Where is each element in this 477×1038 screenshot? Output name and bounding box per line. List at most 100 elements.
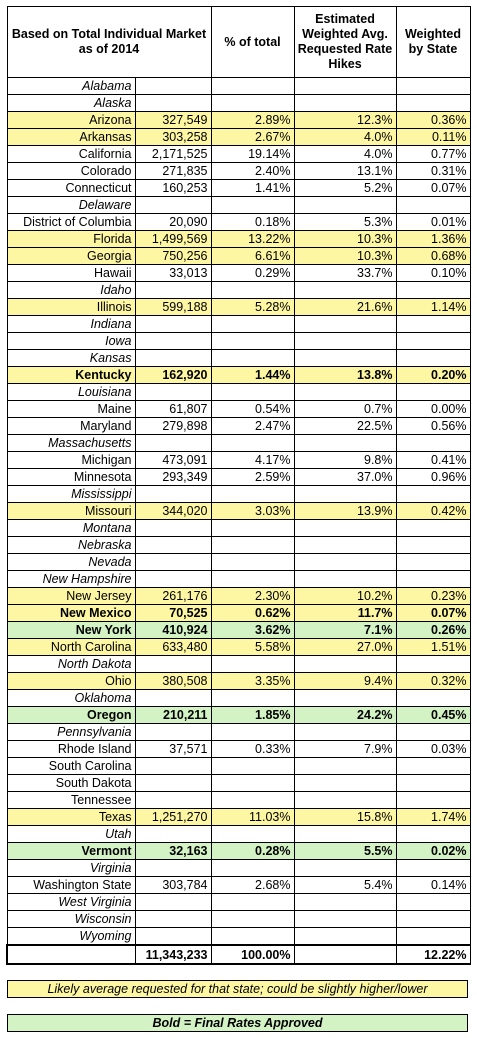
rate-hike-cell[interactable]: 5.3%: [293, 213, 397, 231]
pct-total-cell[interactable]: [210, 485, 295, 503]
weighted-state-cell[interactable]: 0.32%: [395, 672, 471, 690]
rate-hike-cell[interactable]: [293, 196, 397, 214]
rate-hike-cell[interactable]: 5.4%: [293, 876, 397, 894]
weighted-state-cell[interactable]: 0.11%: [395, 128, 471, 146]
market-cell[interactable]: 279,898: [134, 417, 212, 435]
weighted-state-cell[interactable]: 0.01%: [395, 213, 471, 231]
totals-market[interactable]: 11,343,233: [134, 944, 212, 965]
weighted-state-cell[interactable]: 0.07%: [395, 604, 471, 622]
state-cell[interactable]: Massachusetts: [6, 434, 136, 452]
rate-hike-cell[interactable]: 13.9%: [293, 502, 397, 520]
weighted-state-cell[interactable]: [395, 570, 471, 588]
pct-total-cell[interactable]: 2.68%: [210, 876, 295, 894]
header-weighted-avg[interactable]: Estimated Weighted Avg. Requested Rate H…: [293, 6, 397, 78]
state-cell[interactable]: District of Columbia: [6, 213, 136, 231]
market-cell[interactable]: 293,349: [134, 468, 212, 486]
market-cell[interactable]: [134, 485, 212, 503]
pct-total-cell[interactable]: [210, 910, 295, 928]
market-cell[interactable]: [134, 519, 212, 537]
weighted-state-cell[interactable]: [395, 77, 471, 95]
rate-hike-cell[interactable]: 7.9%: [293, 740, 397, 758]
weighted-state-cell[interactable]: [395, 927, 471, 946]
rate-hike-cell[interactable]: [293, 383, 397, 401]
pct-total-cell[interactable]: [210, 689, 295, 707]
totals-weighted[interactable]: 12.22%: [395, 944, 471, 965]
state-cell[interactable]: Florida: [6, 230, 136, 248]
state-cell[interactable]: Arkansas: [6, 128, 136, 146]
weighted-state-cell[interactable]: 0.02%: [395, 842, 471, 860]
pct-total-cell[interactable]: [210, 893, 295, 911]
weighted-state-cell[interactable]: 0.96%: [395, 468, 471, 486]
pct-total-cell[interactable]: 0.33%: [210, 740, 295, 758]
rate-hike-cell[interactable]: [293, 927, 397, 946]
state-cell[interactable]: Tennessee: [6, 791, 136, 809]
pct-total-cell[interactable]: [210, 77, 295, 95]
weighted-state-cell[interactable]: 0.14%: [395, 876, 471, 894]
market-cell[interactable]: 271,835: [134, 162, 212, 180]
state-cell[interactable]: Wyoming: [6, 927, 136, 946]
rate-hike-cell[interactable]: 13.1%: [293, 162, 397, 180]
pct-total-cell[interactable]: 1.41%: [210, 179, 295, 197]
weighted-state-cell[interactable]: 1.14%: [395, 298, 471, 316]
market-cell[interactable]: 599,188: [134, 298, 212, 316]
weighted-state-cell[interactable]: [395, 383, 471, 401]
weighted-state-cell[interactable]: 1.51%: [395, 638, 471, 656]
weighted-state-cell[interactable]: 1.74%: [395, 808, 471, 826]
pct-total-cell[interactable]: 5.28%: [210, 298, 295, 316]
weighted-state-cell[interactable]: [395, 349, 471, 367]
pct-total-cell[interactable]: 1.44%: [210, 366, 295, 384]
market-cell[interactable]: [134, 689, 212, 707]
market-cell[interactable]: [134, 825, 212, 843]
state-cell[interactable]: Colorado: [6, 162, 136, 180]
market-cell[interactable]: [134, 723, 212, 741]
rate-hike-cell[interactable]: 33.7%: [293, 264, 397, 282]
pct-total-cell[interactable]: [210, 927, 295, 946]
rate-hike-cell[interactable]: 21.6%: [293, 298, 397, 316]
state-cell[interactable]: Connecticut: [6, 179, 136, 197]
state-cell[interactable]: Virginia: [6, 859, 136, 877]
market-cell[interactable]: [134, 893, 212, 911]
market-cell[interactable]: 303,258: [134, 128, 212, 146]
pct-total-cell[interactable]: [210, 281, 295, 299]
rate-hike-cell[interactable]: [293, 332, 397, 350]
state-cell[interactable]: Minnesota: [6, 468, 136, 486]
state-cell[interactable]: Nebraska: [6, 536, 136, 554]
rate-hike-cell[interactable]: [293, 434, 397, 452]
market-cell[interactable]: 750,256: [134, 247, 212, 265]
pct-total-cell[interactable]: [210, 519, 295, 537]
pct-total-cell[interactable]: [210, 655, 295, 673]
weighted-state-cell[interactable]: 0.07%: [395, 179, 471, 197]
state-cell[interactable]: Kansas: [6, 349, 136, 367]
totals-label-cell[interactable]: [6, 944, 136, 965]
rate-hike-cell[interactable]: 10.3%: [293, 247, 397, 265]
market-cell[interactable]: [134, 77, 212, 95]
state-cell[interactable]: Utah: [6, 825, 136, 843]
state-cell[interactable]: Wisconsin: [6, 910, 136, 928]
state-cell[interactable]: Indiana: [6, 315, 136, 333]
header-state-market[interactable]: Based on Total Individual Market as of 2…: [6, 6, 212, 78]
weighted-state-cell[interactable]: 0.20%: [395, 366, 471, 384]
pct-total-cell[interactable]: [210, 536, 295, 554]
weighted-state-cell[interactable]: [395, 723, 471, 741]
rate-hike-cell[interactable]: [293, 757, 397, 775]
market-cell[interactable]: [134, 553, 212, 571]
market-cell[interactable]: 2,171,525: [134, 145, 212, 163]
state-cell[interactable]: Washington State: [6, 876, 136, 894]
rate-hike-cell[interactable]: 5.2%: [293, 179, 397, 197]
weighted-state-cell[interactable]: 0.41%: [395, 451, 471, 469]
state-cell[interactable]: Iowa: [6, 332, 136, 350]
rate-hike-cell[interactable]: 10.3%: [293, 230, 397, 248]
weighted-state-cell[interactable]: [395, 859, 471, 877]
weighted-state-cell[interactable]: 0.68%: [395, 247, 471, 265]
pct-total-cell[interactable]: 0.29%: [210, 264, 295, 282]
weighted-state-cell[interactable]: [395, 893, 471, 911]
pct-total-cell[interactable]: [210, 332, 295, 350]
pct-total-cell[interactable]: 3.03%: [210, 502, 295, 520]
pct-total-cell[interactable]: [210, 570, 295, 588]
weighted-state-cell[interactable]: 0.36%: [395, 111, 471, 129]
state-cell[interactable]: Maine: [6, 400, 136, 418]
market-cell[interactable]: [134, 655, 212, 673]
pct-total-cell[interactable]: 2.59%: [210, 468, 295, 486]
state-cell[interactable]: Alaska: [6, 94, 136, 112]
market-cell[interactable]: 32,163: [134, 842, 212, 860]
